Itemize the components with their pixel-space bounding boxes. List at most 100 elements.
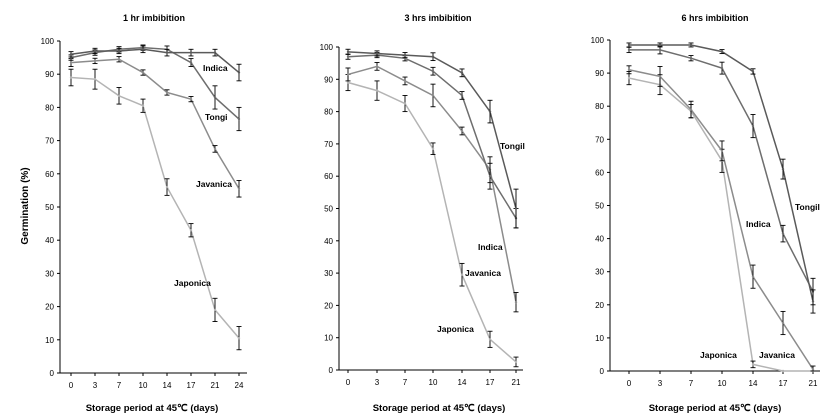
x-tick-label: 0 [346,378,351,387]
data-point [751,275,755,278]
x-tick-label: 14 [458,378,467,387]
data-point [141,48,145,51]
y-tick-label: 10 [45,336,54,345]
data-point [141,71,145,74]
x-tick-label: 14 [749,379,758,388]
data-point [689,43,693,47]
y-tick-label: 60 [324,172,333,181]
data-point [346,73,350,76]
series-line [70,48,240,74]
data-point [375,65,379,68]
data-point [189,97,193,101]
data-point [751,363,755,366]
x-tick-label: 10 [718,379,727,388]
data-point [627,76,631,80]
x-tick-label: 24 [235,381,244,390]
data-point [658,43,662,47]
data-point [213,96,217,99]
series-indica: Indica [345,52,519,252]
series-label: Javanica [196,179,232,189]
x-tick-label: 21 [809,379,818,388]
series-label: Indica [203,63,228,73]
data-point [720,66,724,70]
y-tick-label: 100 [41,37,55,46]
y-tick-label: 70 [324,140,333,149]
data-point [213,308,217,312]
y-tick-label: 90 [45,70,54,79]
y-axis-label: Germination (%) [20,167,31,244]
data-point [213,147,217,151]
data-point [213,51,217,54]
data-point [69,53,73,56]
y-tick-label: 20 [595,301,604,310]
data-point [431,55,435,58]
series-indica: Indica [68,45,242,82]
data-point [237,187,241,190]
x-tick-label: 21 [211,381,220,390]
data-point [460,94,464,97]
data-point [514,300,518,304]
data-point [117,58,121,61]
data-point [689,108,693,111]
y-tick-label: 80 [45,103,54,112]
data-point [237,117,241,121]
y-tick-label: 0 [600,367,605,376]
series-indica: Indica [626,45,816,306]
y-tick-label: 90 [324,75,333,84]
y-tick-label: 80 [595,102,604,111]
series-javanica: Javanica [626,65,816,372]
data-point [689,57,693,60]
data-point [720,50,724,53]
data-point [627,48,631,52]
data-point [189,229,193,232]
y-tick-label: 40 [324,237,333,246]
data-point [375,89,379,92]
y-tick-label: 80 [324,108,333,117]
chart-title: 3 hrs imbibition [404,13,471,23]
series-line [629,49,814,292]
series-japonica: Japonica [68,68,242,351]
data-point [69,76,73,79]
x-axis-label: Storage period at 45℃ (days) [649,403,782,414]
chart-panel-1: 1 hr imbibition 0 10 20 30 40 50 60 70 80 90 100 0 3 7… [41,13,247,414]
data-point [514,207,518,210]
data-point [460,273,464,276]
y-tick-label: 20 [324,301,333,310]
data-point [189,61,193,64]
x-tick-label: 17 [486,378,495,387]
y-tick-label: 100 [320,43,334,52]
data-point [460,129,464,133]
data-point [431,70,435,73]
data-point [460,71,464,75]
y-tick-label: 30 [595,268,604,277]
data-point [346,50,350,54]
y-tick-label: 10 [324,334,333,343]
data-point [141,104,145,107]
data-point [237,336,241,340]
series-tongil: Tongil [345,48,525,229]
chart-title: 1 hr imbibition [123,13,185,23]
x-tick-label: 7 [403,378,408,387]
data-point [189,51,193,54]
y-tick-label: 30 [324,269,333,278]
data-point [117,49,121,53]
y-tick-label: 30 [45,269,54,278]
x-tick-label: 10 [139,381,148,390]
y-tick-label: 70 [595,135,604,144]
data-point [488,110,492,113]
data-point [403,102,407,105]
data-point [165,51,169,54]
x-tick-label: 7 [117,381,122,390]
series-label: Tongil [795,202,820,212]
data-point [346,55,350,58]
data-point [488,175,492,178]
y-tick-label: 100 [591,36,605,45]
y-tick-label: 60 [595,168,604,177]
series-line [70,46,240,120]
y-tick-label: 60 [45,170,54,179]
chart-title: 6 hrs imbibition [681,13,748,23]
data-point [781,232,785,235]
series-line [347,81,517,363]
y-tick-label: 50 [45,203,54,212]
